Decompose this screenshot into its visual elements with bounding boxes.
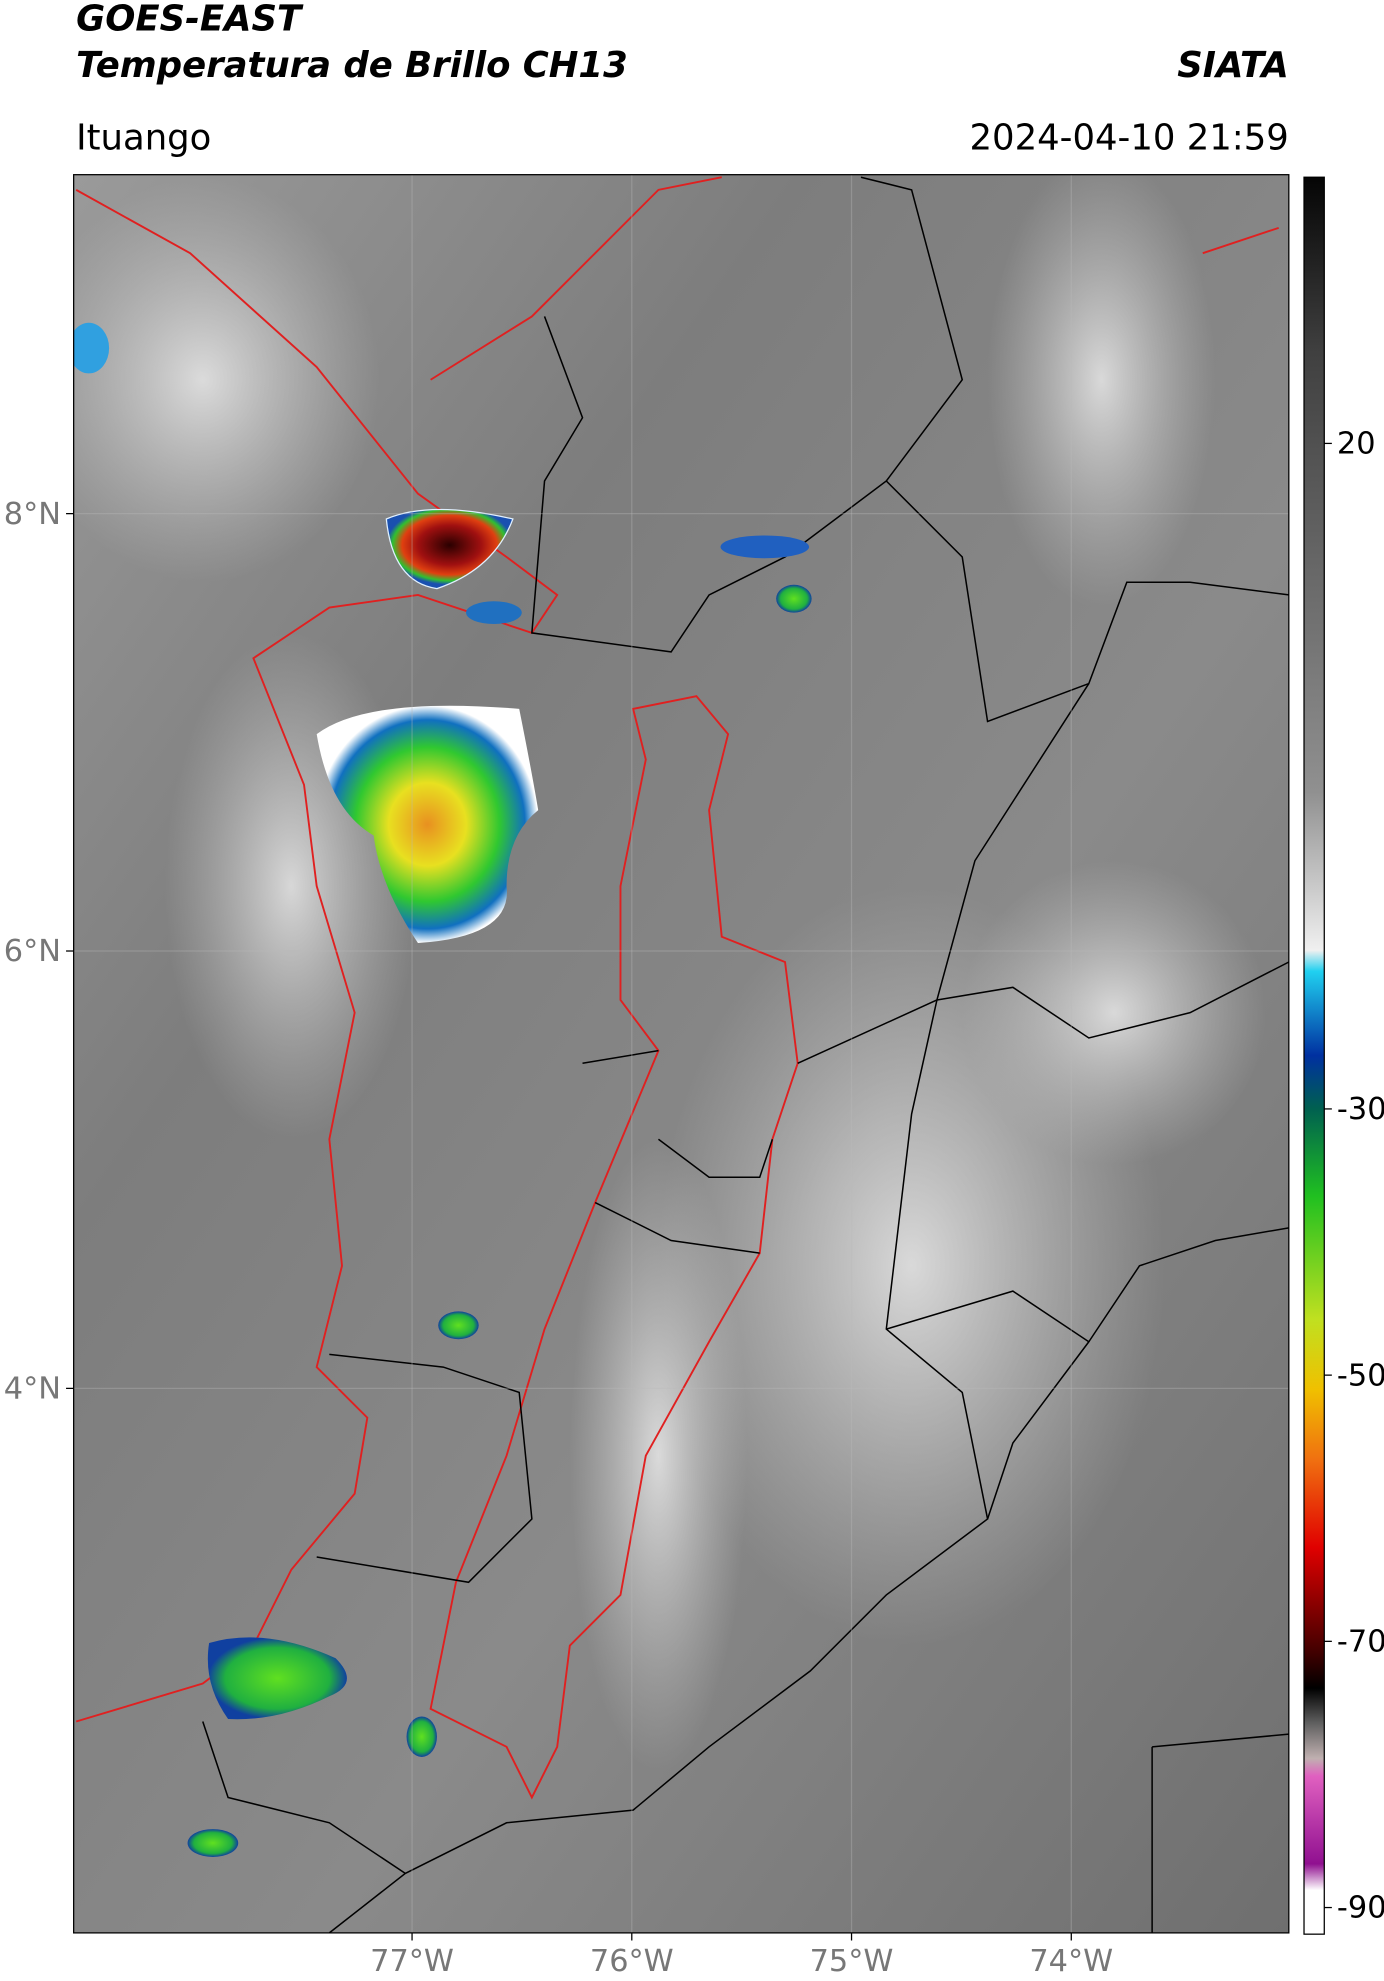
cloud xyxy=(962,860,1267,1165)
map-area xyxy=(73,174,1289,1933)
boundary xyxy=(328,999,989,1933)
boundary xyxy=(531,176,964,653)
convective-cell xyxy=(406,1716,437,1757)
x-tick-label: 75°W xyxy=(810,1944,894,1979)
colorbar-tick-label: -90 xyxy=(1337,1891,1384,1926)
convective-cell xyxy=(438,1311,479,1340)
coastline xyxy=(430,176,722,381)
convective-cell xyxy=(207,1637,347,1720)
title-line-2: Temperatura de Brillo CH13 xyxy=(76,45,628,86)
cloud xyxy=(73,177,380,583)
colorbar-tick-label: 20 xyxy=(1337,427,1376,462)
convective-cell xyxy=(776,584,812,613)
convective-cell xyxy=(466,601,522,625)
cloud xyxy=(164,632,418,1140)
map-frame xyxy=(73,174,1290,1934)
boundary xyxy=(582,1049,774,1254)
datetime: 2024-04-10 21:59 xyxy=(969,117,1288,158)
gridlines xyxy=(73,174,1289,1933)
x-tick-label: 76°W xyxy=(590,1944,674,1979)
y-tick-label: 8°N xyxy=(4,497,61,532)
y-tick-label: 6°N xyxy=(4,934,61,969)
cloud xyxy=(569,1139,748,1773)
colorbar-tick-label: -70 xyxy=(1337,1624,1384,1659)
coastline xyxy=(1202,226,1280,255)
colorbar-tick-label: -50 xyxy=(1337,1358,1384,1393)
colorbar xyxy=(1303,176,1325,1935)
convective-cell xyxy=(385,508,514,590)
organization: SIATA xyxy=(1177,45,1289,86)
cloud xyxy=(987,174,1216,608)
x-tick-label: 77°W xyxy=(370,1944,454,1979)
colorbar-tick-label: -30 xyxy=(1337,1092,1384,1127)
boundary xyxy=(886,1227,1289,1520)
y-tick-label: 4°N xyxy=(4,1372,61,1407)
x-tick-label: 74°W xyxy=(1029,1944,1113,1979)
convective-cell xyxy=(73,322,110,374)
convective-cell xyxy=(720,535,810,559)
convective-cell xyxy=(316,705,539,944)
boundary xyxy=(797,683,1289,1064)
title-line-1: GOES-EAST xyxy=(76,0,304,39)
department-boundary xyxy=(429,695,799,1800)
boundary xyxy=(202,1353,1289,1933)
location: Ituango xyxy=(76,117,211,158)
convective-cell xyxy=(187,1829,239,1857)
